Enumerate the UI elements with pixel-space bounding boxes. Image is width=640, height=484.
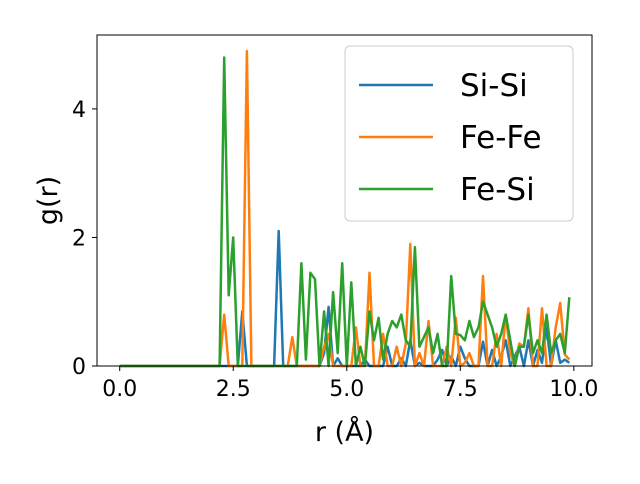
legend-label-fe-si: Fe-Si [460, 172, 535, 208]
legend-label-fe-fe: Fe-Fe [460, 120, 542, 156]
legend-box [344, 45, 574, 222]
legend-items: Si-Si Fe-Fe Fe-Si [359, 68, 542, 208]
x-tick-label: 0.0 [102, 377, 137, 402]
y-tick-label: 4 [72, 98, 86, 123]
x-tick-label: 2.5 [216, 377, 251, 402]
x-tick-label: 5.0 [329, 377, 364, 402]
x-tick-label: 10.0 [549, 377, 598, 402]
x-axis-ticks: 0.0 2.5 5.0 7.5 10.0 [102, 366, 598, 402]
y-axis-ticks: 0 2 4 [72, 98, 97, 380]
legend-label-si-si: Si-Si [460, 68, 528, 104]
x-axis-label: r (Å) [315, 416, 374, 448]
legend: Si-Si Fe-Fe Fe-Si [344, 45, 574, 222]
y-tick-label: 2 [72, 226, 86, 251]
y-axis-label: g(r) [33, 176, 64, 225]
plot-frame [96, 34, 593, 367]
x-tick-label: 7.5 [443, 377, 478, 402]
y-tick-label: 0 [72, 355, 86, 380]
